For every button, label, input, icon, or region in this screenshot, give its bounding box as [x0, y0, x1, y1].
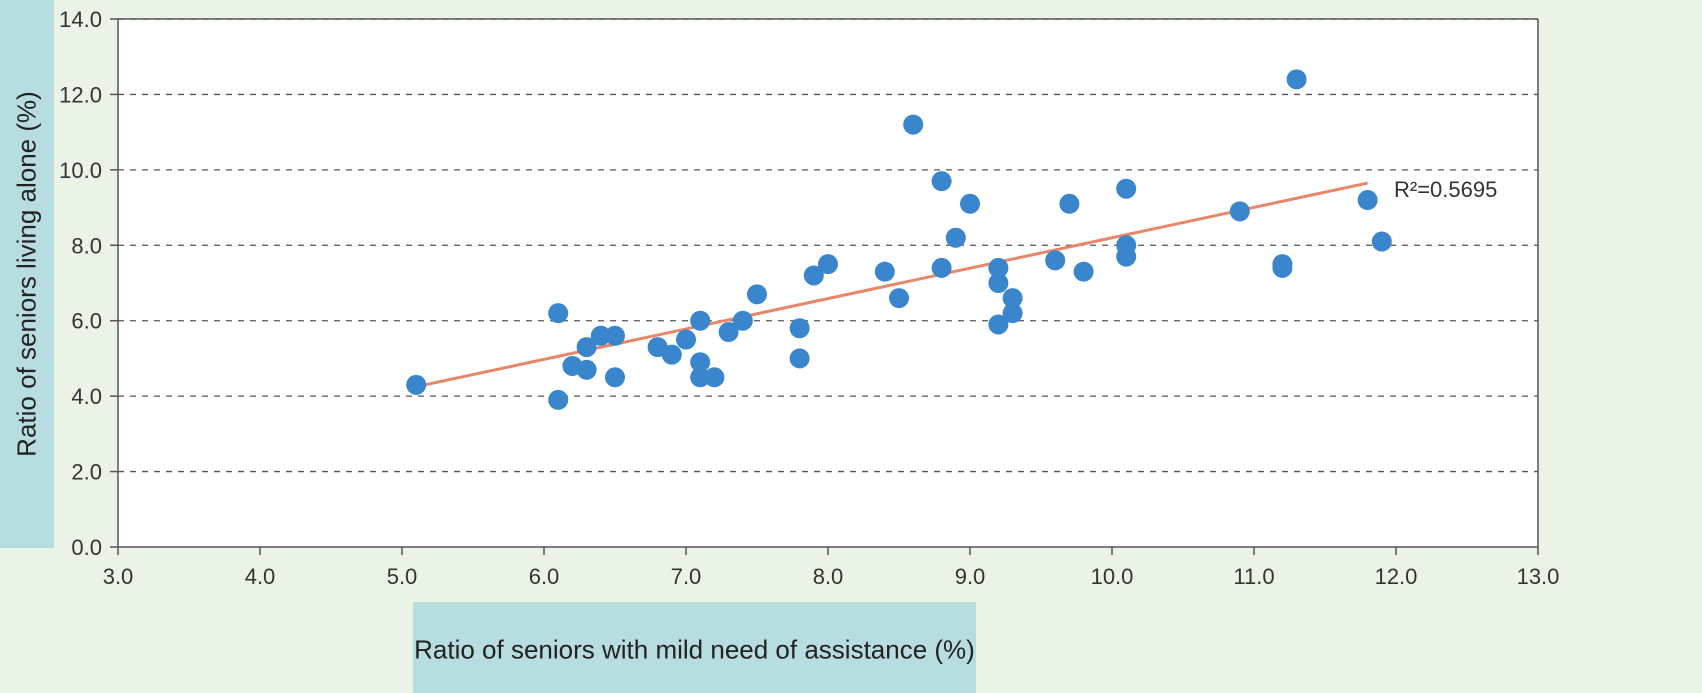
y-axis-ticks: 0.0 2.0 4.0 6.0 8.0 10.0 12.0 14.0: [59, 7, 118, 560]
trendline: [415, 181, 1368, 389]
data-point-22: [818, 254, 838, 275]
x-tick-label-4: 7.0: [671, 564, 702, 589]
data-point-41: [1229, 201, 1250, 222]
data-point-2: [548, 389, 569, 410]
data-point-5: [576, 359, 597, 380]
data-point-37: [1073, 261, 1094, 282]
y-axis-label-box: Ratio of seniors living alone (%): [0, 0, 54, 548]
data-point-1: [548, 303, 569, 324]
x-tick-label-9: 12.0: [1375, 564, 1418, 589]
y-axis-label: Ratio of seniors living alone (%): [11, 91, 42, 457]
data-point-6: [590, 325, 611, 346]
x-tick-label-6: 9.0: [955, 564, 986, 589]
data-point-18: [747, 284, 767, 305]
data-point-13: [690, 352, 711, 373]
data-point-44: [1286, 69, 1307, 90]
data-points: [406, 69, 1392, 410]
data-point-29: [960, 193, 980, 214]
data-point-38: [1116, 178, 1137, 199]
plot-background: [118, 19, 1538, 547]
data-point-45: [1357, 190, 1378, 211]
y-tick-label-1: 2.0: [71, 460, 102, 485]
data-point-46: [1371, 231, 1392, 252]
data-point-7: [605, 325, 625, 346]
y-tick-label-2: 4.0: [71, 384, 102, 409]
data-point-32: [988, 314, 1009, 335]
data-point-4: [576, 337, 597, 358]
x-tick-label-1: 4.0: [245, 564, 276, 589]
data-point-33: [1002, 288, 1023, 309]
data-point-25: [903, 114, 924, 135]
y-tick-label-4: 8.0: [71, 233, 102, 258]
data-point-10: [661, 344, 682, 365]
data-point-30: [988, 257, 1009, 278]
x-tick-label-0: 3.0: [103, 564, 134, 589]
data-point-40: [1116, 246, 1137, 267]
data-point-15: [704, 367, 725, 388]
x-tick-label-3: 6.0: [529, 564, 560, 589]
data-point-0: [406, 374, 427, 395]
x-tick-label-2: 5.0: [387, 564, 418, 589]
data-point-11: [676, 329, 696, 350]
data-point-34: [1002, 303, 1023, 324]
y-tick-label-6: 12.0: [59, 82, 102, 107]
data-point-20: [789, 348, 810, 369]
x-tick-label-7: 10.0: [1091, 564, 1134, 589]
data-point-31: [988, 273, 1009, 293]
data-point-12: [690, 310, 711, 331]
data-point-16: [718, 322, 739, 343]
data-point-23: [874, 261, 895, 282]
x-tick-label-5: 8.0: [813, 564, 844, 589]
x-axis-label: Ratio of seniors with mild need of assis…: [414, 634, 975, 665]
x-axis-label-box: Ratio of seniors with mild need of assis…: [413, 602, 976, 693]
x-tick-label-10: 13.0: [1517, 564, 1560, 589]
data-point-27: [931, 257, 952, 278]
y-tick-label-3: 6.0: [71, 309, 102, 334]
data-point-36: [1059, 193, 1080, 214]
x-axis-ticks: 3.0 4.0 5.0 6.0 7.0 8.0 9.0 10.0 11.0 12.0 13.0: [103, 547, 1560, 589]
data-point-43: [1272, 257, 1293, 278]
axes: [117, 18, 1539, 548]
data-point-28: [945, 227, 966, 248]
data-point-35: [1045, 250, 1066, 271]
data-point-17: [732, 310, 753, 331]
data-point-14: [690, 367, 711, 388]
data-point-26: [931, 171, 952, 192]
r-squared-annotation: R²=0.5695: [1394, 177, 1497, 202]
x-tick-label-8: 11.0: [1233, 564, 1274, 589]
y-tick-label-0: 0.0: [71, 535, 102, 560]
y-tick-label-7: 14.0: [59, 7, 102, 32]
data-point-8: [605, 367, 625, 388]
data-point-19: [789, 318, 810, 339]
y-tick-label-5: 10.0: [59, 158, 102, 183]
data-point-21: [803, 265, 824, 286]
data-point-24: [889, 288, 909, 309]
